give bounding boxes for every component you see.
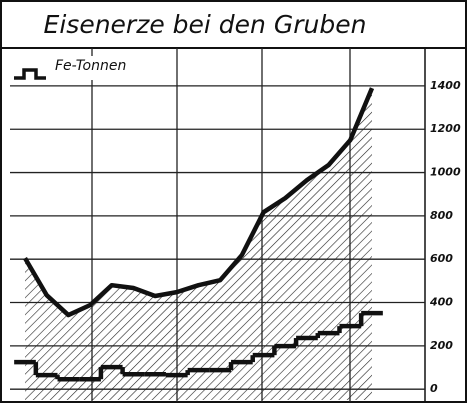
y-tick-label: 400 (429, 296, 453, 309)
y-tick-label: 1200 (430, 122, 461, 135)
y-tick-label: 0 (430, 382, 438, 395)
main-line (23, 87, 375, 318)
legend-symbol (14, 68, 46, 80)
legend-label: Fe-Tonnen (55, 58, 126, 74)
chart-title: Eisenerze bei den Gruben (44, 10, 367, 39)
y-tick-label: 1000 (430, 166, 461, 179)
y-tick-label: 200 (430, 339, 453, 352)
y-tick-label: 1400 (430, 79, 461, 92)
hatched-area (25, 88, 372, 400)
y-tick-label: 800 (430, 209, 453, 222)
y-tick-label: 600 (430, 252, 453, 265)
